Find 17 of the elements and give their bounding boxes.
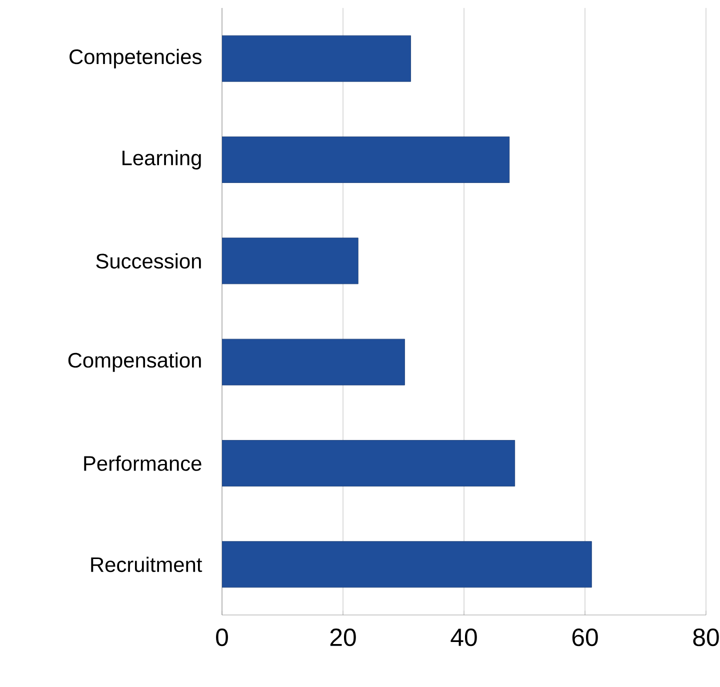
x-tick-label: 60 <box>572 628 598 646</box>
y-tick-label: Learning <box>122 150 201 170</box>
bar <box>222 136 510 183</box>
x-tick-label: 80 <box>693 628 719 646</box>
x-tick-label: 20 <box>330 628 356 646</box>
y-tick-label: Recruitment <box>91 556 202 572</box>
bar <box>222 35 411 82</box>
x-tick-label: 0 <box>216 628 228 646</box>
bar <box>222 541 592 588</box>
x-tick-label: 40 <box>450 628 477 646</box>
y-tick-label: Competencies <box>70 48 202 68</box>
bar <box>222 238 358 284</box>
bar <box>222 440 516 486</box>
y-tick-label: Performance <box>84 456 202 471</box>
y-tick-label: Compensation <box>68 352 201 372</box>
bar <box>222 338 405 386</box>
y-tick-label: Succession <box>96 253 201 269</box>
